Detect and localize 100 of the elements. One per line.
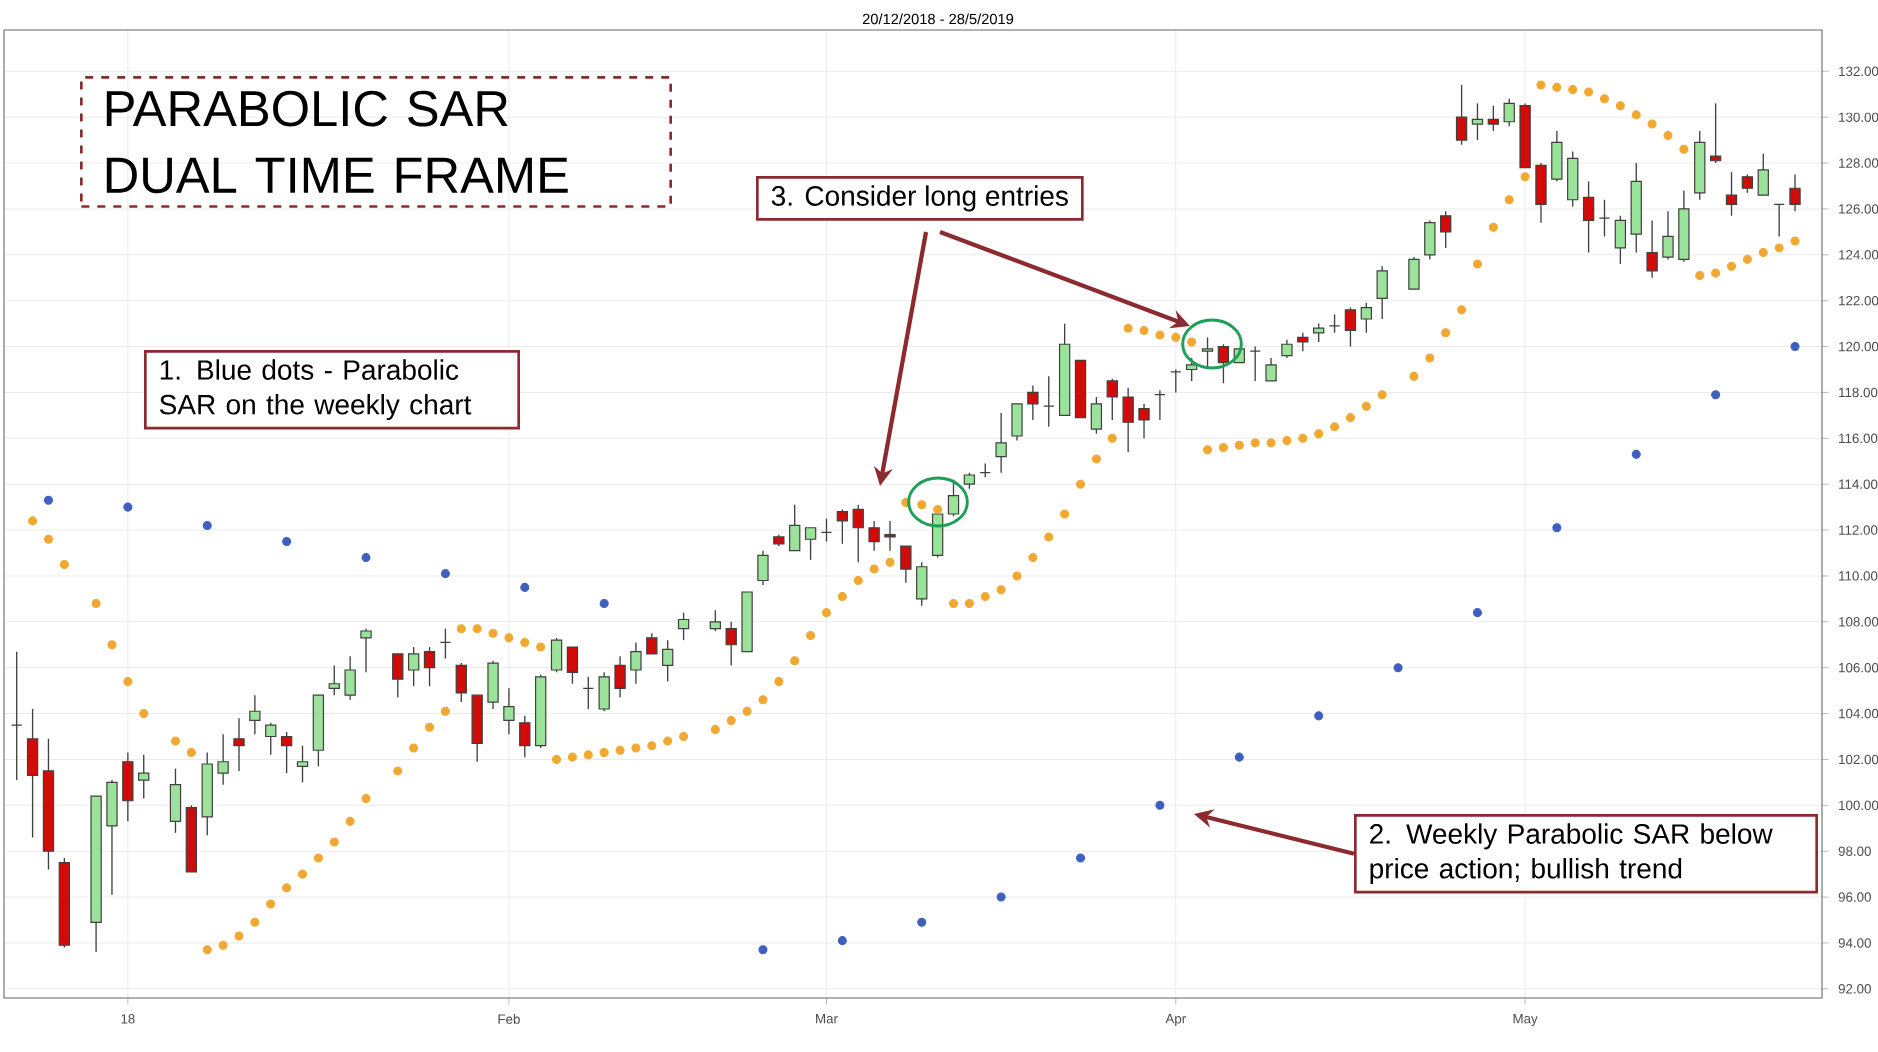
candlestick xyxy=(296,745,309,784)
candlestick xyxy=(868,520,880,552)
candlestick xyxy=(550,637,563,673)
candlestick xyxy=(1503,98,1515,128)
candlestick xyxy=(630,641,642,685)
candlestick xyxy=(328,664,340,696)
candlestick xyxy=(1773,203,1785,238)
candlestick xyxy=(1582,180,1595,254)
candlestick xyxy=(916,561,928,607)
candlestick xyxy=(566,646,579,685)
candlestick xyxy=(439,628,452,660)
candlestick xyxy=(614,655,626,699)
candlestick xyxy=(598,671,610,712)
candlestick xyxy=(852,504,864,563)
point xyxy=(917,917,927,927)
candlestick xyxy=(392,653,404,699)
candlestick xyxy=(662,639,674,683)
candlestick xyxy=(1154,389,1166,421)
text: PARABOLIC SAR DUAL TIME FRAME xyxy=(106,90,568,194)
point xyxy=(123,502,133,512)
candlestick xyxy=(820,517,833,543)
candlestick xyxy=(26,708,39,839)
candlestick xyxy=(1662,210,1674,261)
candlestick xyxy=(1043,375,1055,428)
candlestick xyxy=(1106,377,1118,421)
candlestick xyxy=(138,754,150,800)
candlestick xyxy=(1455,84,1468,146)
candlestick xyxy=(1185,357,1198,382)
candlestick xyxy=(804,527,817,561)
point xyxy=(1552,523,1562,533)
candlestick xyxy=(360,628,372,673)
candlestick xyxy=(519,715,531,758)
point xyxy=(758,945,768,955)
point xyxy=(202,520,212,531)
candlestick xyxy=(995,412,1007,474)
candlestick xyxy=(947,478,960,517)
candlestick xyxy=(677,611,690,641)
point xyxy=(440,569,450,579)
candlestick xyxy=(1170,368,1182,394)
candlestick xyxy=(217,733,229,786)
candlestick xyxy=(900,545,912,584)
point xyxy=(361,553,371,563)
candlestick xyxy=(1567,150,1579,208)
candlestick xyxy=(106,779,118,896)
annotation: 1. Blue dots - Parabolic SAR on the weekly chart xyxy=(159,359,472,421)
candlestick xyxy=(407,646,420,687)
candlestick xyxy=(280,731,293,774)
candlestick xyxy=(1741,173,1754,194)
point xyxy=(599,598,609,608)
candlestick xyxy=(1297,332,1309,352)
candlestick xyxy=(1376,265,1388,320)
candlestick xyxy=(1440,210,1452,249)
point xyxy=(1075,853,1086,863)
candlestick xyxy=(1344,306,1357,348)
candlestick xyxy=(1551,130,1563,183)
point xyxy=(1472,608,1483,618)
candlestick xyxy=(1725,171,1738,217)
point xyxy=(43,495,53,505)
candlestick xyxy=(169,767,182,834)
candlestick xyxy=(582,676,594,710)
candlestick xyxy=(1598,199,1611,238)
point xyxy=(1393,663,1403,673)
candlestick xyxy=(1249,345,1261,382)
candlestick xyxy=(11,650,23,781)
candlestick xyxy=(1614,215,1627,265)
candlestick xyxy=(249,694,261,735)
candlestick xyxy=(836,508,849,545)
candlestick xyxy=(455,662,467,703)
point xyxy=(1314,711,1324,721)
point xyxy=(1631,449,1641,459)
candlestick xyxy=(1265,357,1277,382)
candlestick xyxy=(265,722,277,756)
candlestick xyxy=(1011,403,1023,442)
candlestick xyxy=(757,550,769,586)
annotation: 2. Weekly Parabolic SAR below price action; bullish trend xyxy=(1370,823,1773,885)
annotation: 3. Consider long entries xyxy=(771,185,1068,212)
point xyxy=(1711,390,1721,400)
candlestick xyxy=(1360,302,1372,334)
candlestick xyxy=(1408,256,1420,290)
candlestick xyxy=(1328,313,1341,334)
candlestick xyxy=(1122,387,1134,453)
point xyxy=(996,892,1006,902)
candlestick xyxy=(1789,173,1801,212)
point xyxy=(1234,752,1244,762)
candlestick xyxy=(503,687,515,735)
point xyxy=(837,936,847,946)
candlestick xyxy=(122,751,134,823)
candlestick xyxy=(1217,343,1230,384)
point xyxy=(1155,800,1165,810)
candlestick xyxy=(789,504,801,552)
candlestick xyxy=(1487,105,1500,132)
point xyxy=(520,582,530,592)
candlestick xyxy=(423,646,436,687)
candlestick xyxy=(725,621,737,667)
candlestick xyxy=(1535,162,1547,224)
candlestick xyxy=(344,655,356,701)
candlestick xyxy=(884,520,896,552)
candlestick xyxy=(1424,219,1436,261)
candlestick xyxy=(1090,396,1103,435)
candlestick xyxy=(1757,153,1769,196)
